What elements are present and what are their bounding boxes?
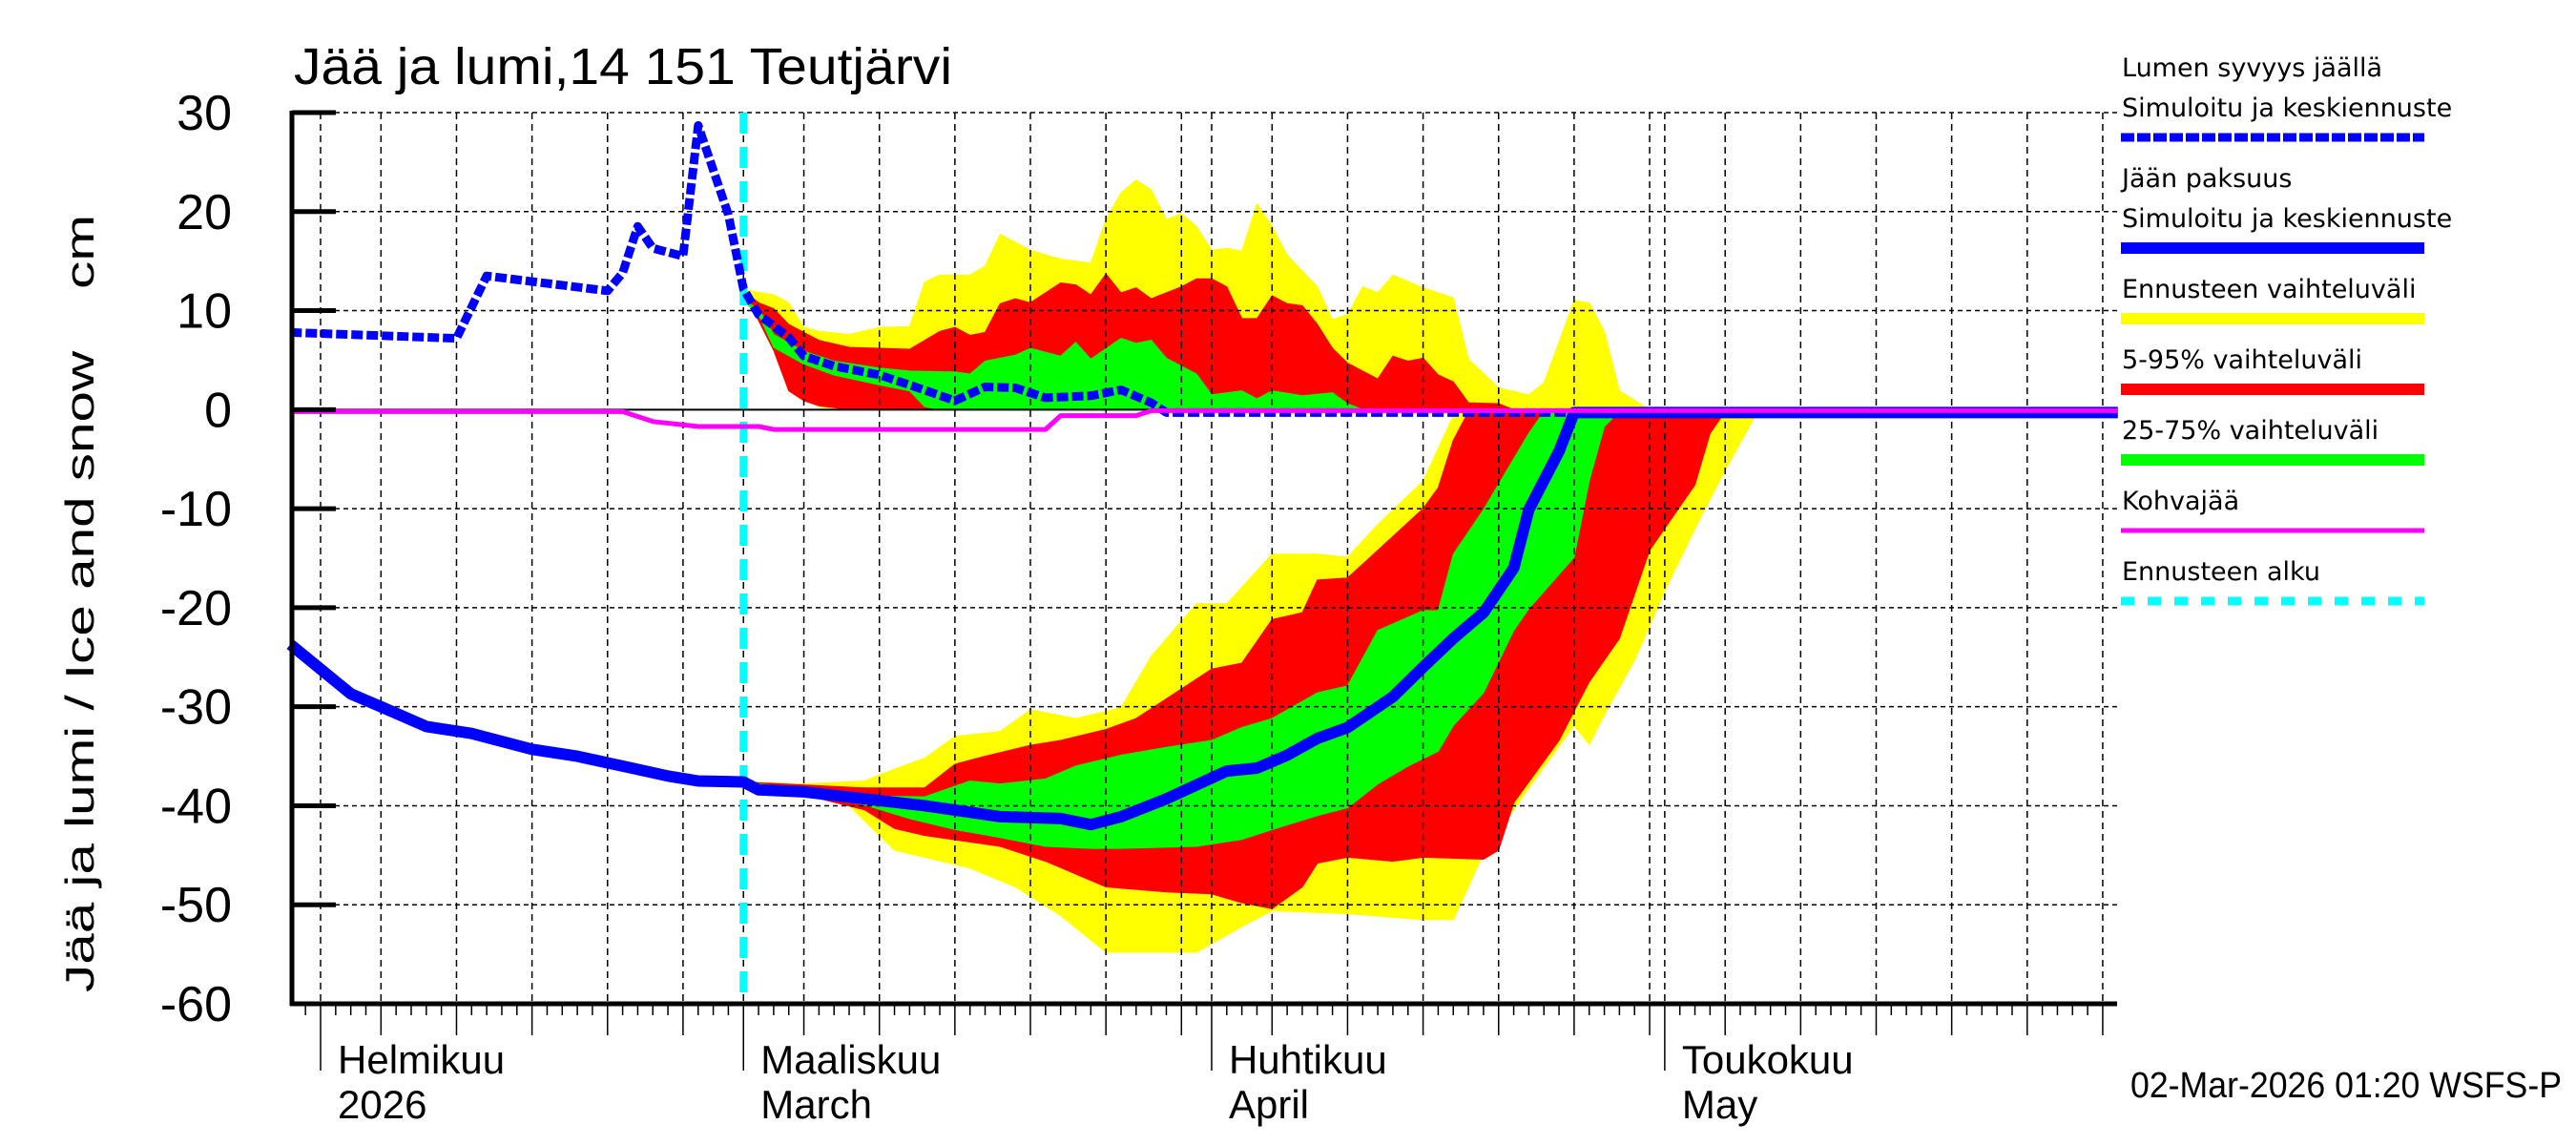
chart-title: Jää ja lumi,14 151 Teutjärvi xyxy=(294,38,952,95)
footer-timestamp: 02-Mar-2026 01:20 WSFS-P xyxy=(2130,1066,2562,1106)
legend-sublabel: Simuloitu ja keskiennuste xyxy=(2122,94,2452,123)
ice-thickness-line xyxy=(286,406,2118,831)
slush-ice-line xyxy=(290,407,2118,432)
legend-label: Ennusteen alku xyxy=(2122,557,2320,587)
ice-25-75-band xyxy=(743,410,1621,849)
y-tick-label: -20 xyxy=(160,581,232,636)
month-sublabel: March xyxy=(760,1082,872,1127)
legend-label: Ennusteen vaihteluväli xyxy=(2122,275,2416,304)
snow-depth-line xyxy=(290,121,2118,417)
month-label: Toukokuu xyxy=(1682,1037,1854,1082)
legend: Lumen syvyys jäällä Simuloitu ja keskienn… xyxy=(2120,53,2452,606)
y-tick-label: -60 xyxy=(160,977,232,1032)
y-tick-label: -10 xyxy=(160,482,232,537)
y-axis-label: Jää ja lumi / Ice and snow cm xyxy=(57,215,102,992)
month-label: Helmikuu xyxy=(338,1037,505,1082)
month-label: Huhtikuu xyxy=(1229,1037,1387,1082)
forecast-bands xyxy=(742,178,1771,953)
month-sublabel: 2026 xyxy=(338,1082,426,1127)
y-tick-label: 20 xyxy=(177,185,232,240)
month-sublabel: April xyxy=(1229,1082,1309,1127)
legend-label: Jään paksuus xyxy=(2120,164,2292,194)
y-tick-label: 10 xyxy=(177,284,232,340)
y-tick-label: 30 xyxy=(177,86,232,141)
legend-label: 25-75% vaihteluväli xyxy=(2122,416,2379,446)
month-label: Maaliskuu xyxy=(760,1037,941,1082)
month-sublabel: May xyxy=(1682,1082,1757,1127)
y-tick-label: -40 xyxy=(160,779,232,834)
y-tick-label: 0 xyxy=(204,383,232,438)
legend-label: Kohvajää xyxy=(2122,487,2239,516)
y-tick-label: -30 xyxy=(160,680,232,736)
legend-label: Lumen syvyys jäällä xyxy=(2122,53,2382,83)
legend-label: 5-95% vaihteluväli xyxy=(2122,345,2362,375)
legend-sublabel: Simuloitu ja keskiennuste xyxy=(2122,204,2452,234)
y-tick-label: -50 xyxy=(160,878,232,933)
series-lines xyxy=(286,113,2118,1004)
